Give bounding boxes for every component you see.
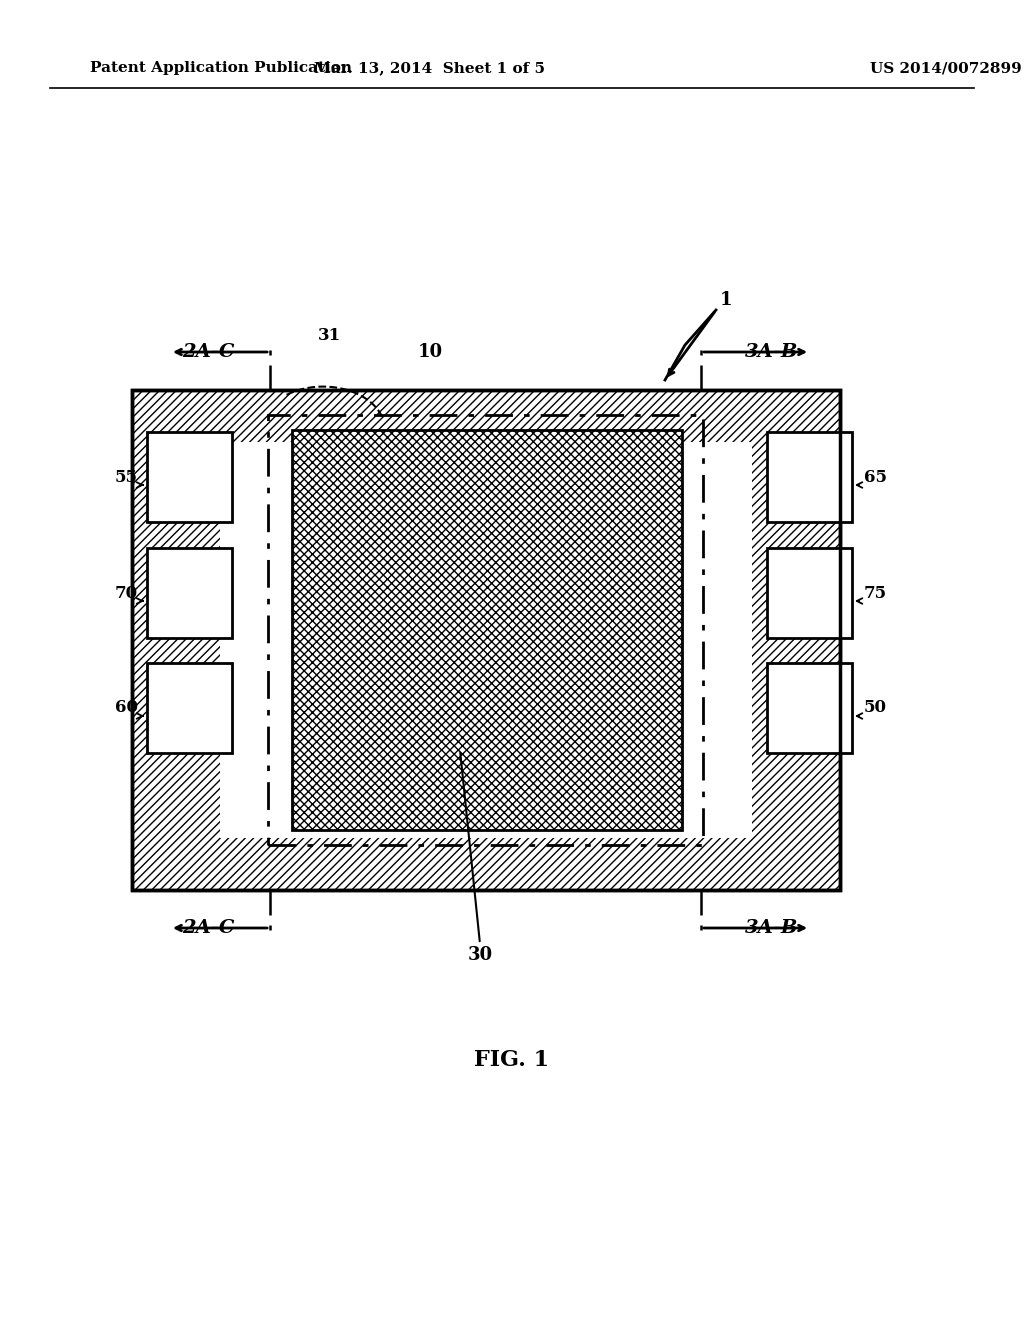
- Text: US 2014/0072899 A1: US 2014/0072899 A1: [870, 61, 1024, 75]
- Text: 1: 1: [720, 290, 732, 309]
- Bar: [268, 414, 703, 845]
- Bar: [147, 663, 232, 752]
- Bar: [220, 442, 752, 838]
- Text: 70: 70: [115, 585, 138, 602]
- Text: 50: 50: [864, 700, 887, 717]
- Text: Mar. 13, 2014  Sheet 1 of 5: Mar. 13, 2014 Sheet 1 of 5: [314, 61, 546, 75]
- Bar: [767, 432, 852, 521]
- Bar: [767, 548, 852, 638]
- Bar: [132, 389, 840, 890]
- Text: 3A-B: 3A-B: [744, 343, 798, 360]
- Text: 60: 60: [115, 700, 138, 717]
- Bar: [292, 430, 682, 830]
- Text: 10: 10: [418, 343, 442, 360]
- Text: 2A-C: 2A-C: [182, 919, 234, 937]
- Bar: [147, 548, 232, 638]
- Text: 55: 55: [115, 469, 138, 486]
- Bar: [767, 663, 852, 752]
- Text: 65: 65: [864, 469, 887, 486]
- Bar: [292, 430, 682, 830]
- Text: 30: 30: [467, 946, 493, 964]
- Bar: [147, 432, 232, 521]
- Text: 2A-C: 2A-C: [182, 343, 234, 360]
- Text: 3A-B: 3A-B: [744, 919, 798, 937]
- Text: FIG. 1: FIG. 1: [474, 1049, 550, 1071]
- Bar: [132, 389, 840, 890]
- Text: Patent Application Publication: Patent Application Publication: [90, 61, 352, 75]
- Text: 31: 31: [318, 327, 341, 345]
- Text: 75: 75: [864, 585, 887, 602]
